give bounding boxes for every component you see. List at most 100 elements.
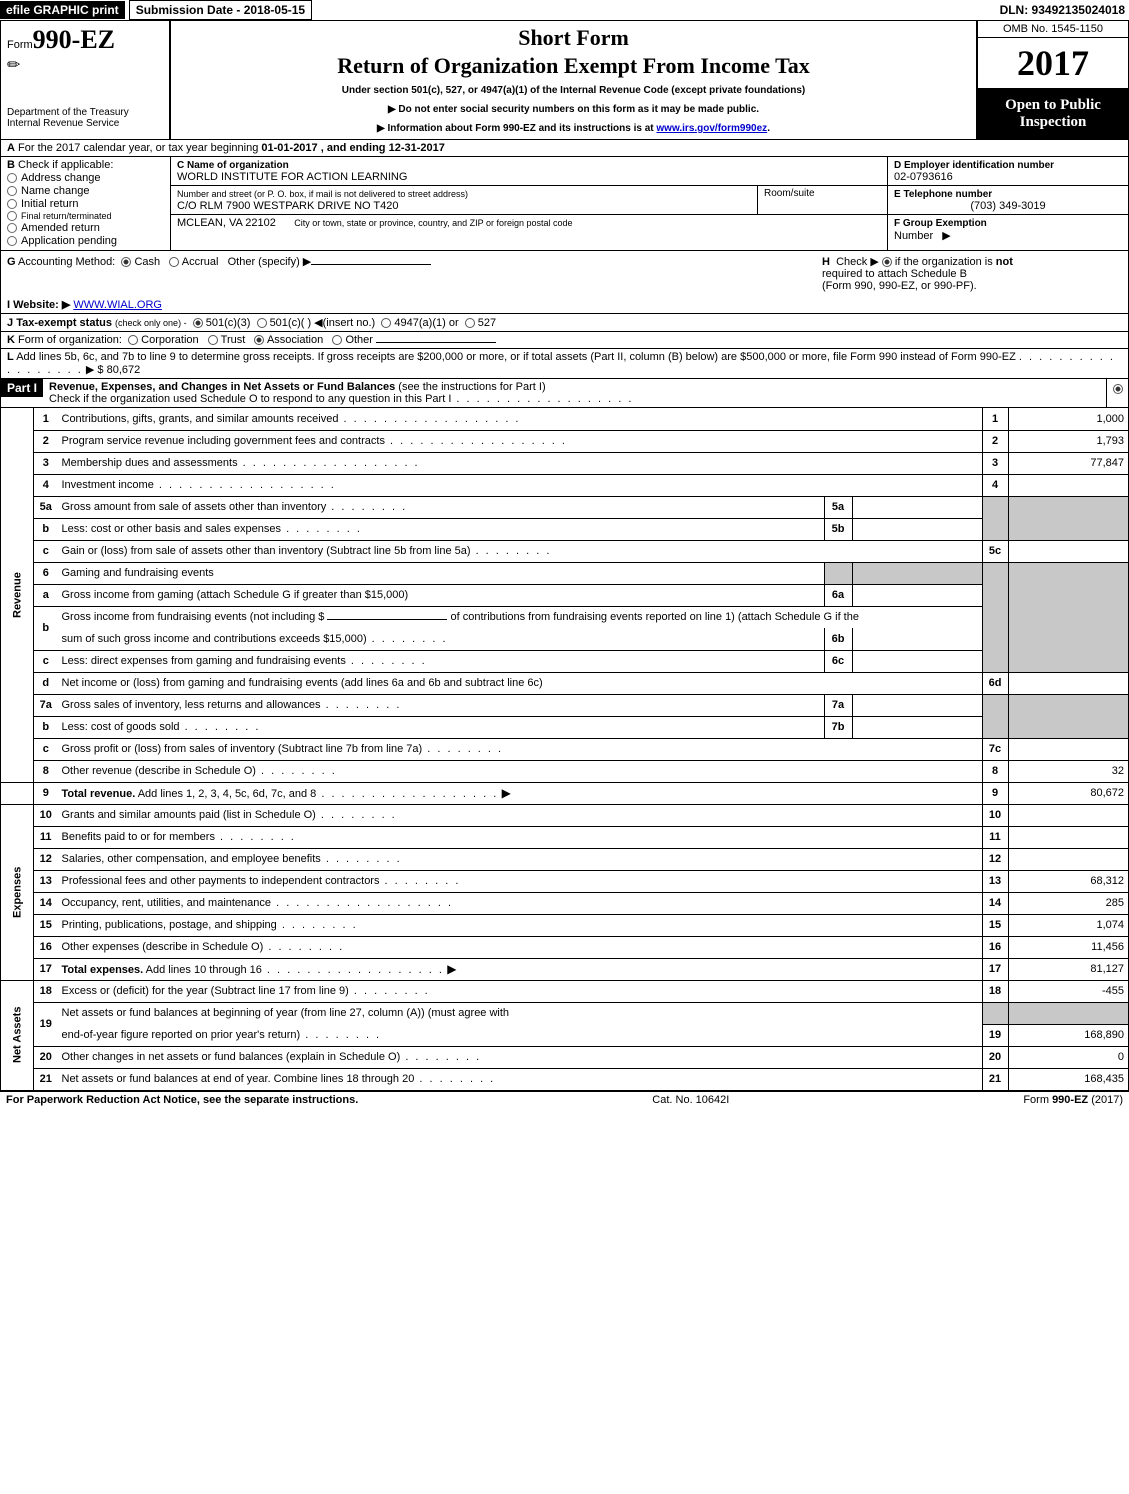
- form-container: Form990-EZ ✏ Department of the Treasury …: [0, 20, 1129, 1092]
- radio-accrual[interactable]: [169, 257, 179, 267]
- street-main: Number and street (or P. O. box, if mail…: [171, 186, 757, 214]
- line-midnum: 6c: [824, 650, 852, 672]
- line-6: 6 Gaming and fundraising events: [1, 562, 1128, 584]
- header-center: Short Form Return of Organization Exempt…: [171, 21, 978, 139]
- line-19-1: 19 Net assets or fund balances at beginn…: [1, 1002, 1128, 1024]
- line-num: 19: [34, 1002, 58, 1046]
- line-rnum: 16: [982, 936, 1008, 958]
- line-rval: 1,000: [1008, 408, 1128, 430]
- radio-527[interactable]: [465, 318, 475, 328]
- opt-501c3: 501(c)(3): [206, 317, 251, 329]
- radio-corporation[interactable]: [128, 335, 138, 345]
- radio-other-org[interactable]: [332, 335, 342, 345]
- efile-print-button[interactable]: efile GRAPHIC print: [0, 1, 125, 19]
- row-h-not: not: [996, 256, 1013, 268]
- line-rnum: 11: [982, 826, 1008, 848]
- line-midnum: 6a: [824, 584, 852, 606]
- part1-title-hint: (see the instructions for Part I): [398, 381, 545, 393]
- top-bar-left: efile GRAPHIC print Submission Date - 20…: [0, 0, 312, 20]
- opt-other: Other (specify) ▶: [228, 256, 312, 268]
- line-6d: d Net income or (loss) from gaming and f…: [1, 672, 1128, 694]
- check-final-return[interactable]: Final return/terminated: [7, 211, 164, 221]
- under-section: Under section 501(c), 527, or 4947(a)(1)…: [179, 85, 968, 96]
- line-desc-bold: Total expenses.: [62, 964, 144, 976]
- line-rval: 32: [1008, 760, 1128, 782]
- check-name-change[interactable]: Name change: [7, 185, 164, 197]
- fundraising-amount-input[interactable]: [327, 619, 447, 620]
- dots-icon: [300, 1029, 381, 1041]
- line-desc: Salaries, other compensation, and employ…: [62, 853, 321, 865]
- expenses-section-label: Expenses: [1, 804, 34, 980]
- line-num: 3: [34, 452, 58, 474]
- line-11: 11 Benefits paid to or for members 11: [1, 826, 1128, 848]
- line-rval: [1008, 804, 1128, 826]
- page-footer: For Paperwork Reduction Act Notice, see …: [0, 1092, 1129, 1108]
- line-rnum: 13: [982, 870, 1008, 892]
- check-initial-return[interactable]: Initial return: [7, 198, 164, 210]
- checkbox-icon: [7, 211, 17, 221]
- dots-icon: [256, 765, 337, 777]
- radio-trust[interactable]: [208, 335, 218, 345]
- other-org-input[interactable]: [376, 342, 496, 343]
- line-num: 21: [34, 1068, 58, 1090]
- line-desc: Add lines 1, 2, 3, 4, 5c, 6d, 7c, and 8: [135, 788, 316, 800]
- other-specify-input[interactable]: [311, 264, 431, 265]
- dept-treasury: Department of the Treasury Internal Reve…: [7, 107, 163, 129]
- line-num: 20: [34, 1046, 58, 1068]
- check-amended-return[interactable]: Amended return: [7, 222, 164, 234]
- part1-label-cell: Part I: [1, 379, 43, 407]
- check-address-change[interactable]: Address change: [7, 172, 164, 184]
- dots-icon: [422, 743, 503, 755]
- phone-value: (703) 349-3019: [894, 200, 1122, 212]
- schedule-o-checkbox[interactable]: [1106, 379, 1128, 407]
- form-prefix: Form: [7, 39, 33, 51]
- line-1: Revenue 1 Contributions, gifts, grants, …: [1, 408, 1128, 430]
- radio-association[interactable]: [254, 335, 264, 345]
- dln-label: DLN: 93492135024018: [1000, 3, 1129, 17]
- line-19-2: end-of-year figure reported on prior yea…: [1, 1024, 1128, 1046]
- line-desc: Gross sales of inventory, less returns a…: [62, 699, 321, 711]
- dots-icon: [281, 523, 362, 535]
- check-schedule-b[interactable]: [882, 257, 892, 267]
- checkbox-icon: [1113, 384, 1123, 394]
- line-10: Expenses 10 Grants and similar amounts p…: [1, 804, 1128, 826]
- row-i: I Website: ▶ WWW.WIAL.ORG: [1, 296, 1128, 314]
- instr2-pre: ▶ Information about Form 990-EZ and its …: [377, 123, 656, 134]
- line-num: b: [34, 606, 58, 650]
- line-midnum: 7a: [824, 694, 852, 716]
- line-midval: [852, 518, 982, 540]
- line-desc: Gross income from gaming (attach Schedul…: [62, 589, 409, 601]
- dots-icon: [400, 1051, 481, 1063]
- omb-number: OMB No. 1545-1150: [978, 21, 1128, 38]
- instructions-link[interactable]: www.irs.gov/form990ez: [656, 123, 767, 134]
- row-h: H Check ▶ if the organization is not req…: [822, 255, 1122, 292]
- grey-cell: [982, 496, 1008, 540]
- line-14: 14 Occupancy, rent, utilities, and maint…: [1, 892, 1128, 914]
- phone-row: E Telephone number (703) 349-3019: [888, 186, 1128, 215]
- lines-table: Revenue 1 Contributions, gifts, grants, …: [1, 408, 1128, 1091]
- line-18: Net Assets 18 Excess or (deficit) for th…: [1, 980, 1128, 1002]
- dots-icon: [277, 919, 358, 931]
- radio-4947[interactable]: [381, 318, 391, 328]
- website-link[interactable]: WWW.WIAL.ORG: [73, 299, 162, 311]
- dots-icon: [338, 413, 520, 425]
- col-c-letter: C: [177, 160, 184, 171]
- line-rnum: 19: [982, 1024, 1008, 1046]
- radio-cash[interactable]: [121, 257, 131, 267]
- radio-501c3[interactable]: [193, 318, 203, 328]
- part1-title: Revenue, Expenses, and Changes in Net As…: [49, 381, 395, 393]
- line-7b: b Less: cost of goods sold 7b: [1, 716, 1128, 738]
- check-application-pending[interactable]: Application pending: [7, 235, 164, 247]
- line-midnum: 5a: [824, 496, 852, 518]
- line-rval: 1,793: [1008, 430, 1128, 452]
- line-num: 2: [34, 430, 58, 452]
- dots-icon: [367, 633, 448, 645]
- line-desc: Gross profit or (loss) from sales of inv…: [62, 743, 423, 755]
- dots-icon: [414, 1073, 495, 1085]
- radio-501c[interactable]: [257, 318, 267, 328]
- arrow-icon: [444, 964, 457, 976]
- website-label: Website: ▶: [13, 299, 70, 311]
- line-midnum: 6b: [824, 628, 852, 650]
- line-rval: [1008, 738, 1128, 760]
- grey-cell: [1008, 1002, 1128, 1024]
